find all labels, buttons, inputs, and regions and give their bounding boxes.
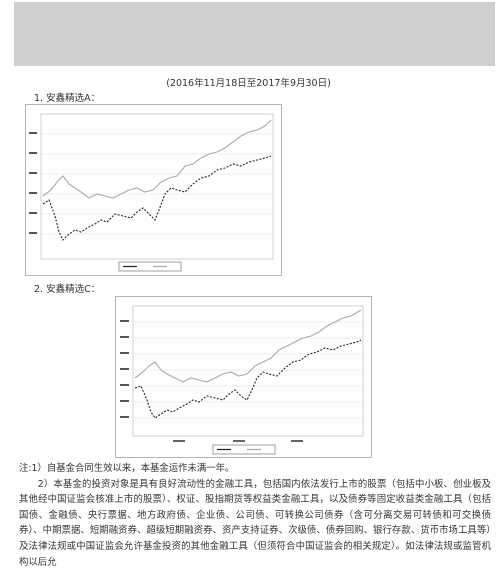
note-2: 2）本基金的投资对象是具有良好流动性的金融工具，包括国内依法发行上市的股票（包括… [19, 478, 491, 568]
chart-a-figure [25, 104, 282, 276]
chart-c-figure [115, 296, 372, 458]
section-title-c: 2. 安鑫精选C： [34, 284, 101, 295]
chart-a-benchmark-line [42, 119, 272, 199]
chart-a-fund-line [42, 155, 272, 241]
chart-c-legend [212, 444, 276, 455]
chart-c-gridlines [133, 321, 363, 419]
chart-a [25, 104, 282, 276]
report-period: (2016年11月18日至2017年9月30日) [166, 78, 331, 89]
chart-c [115, 296, 372, 458]
header-band [14, 2, 495, 66]
chart-a-plot-area [40, 113, 274, 260]
chart-c-benchmark-line [134, 309, 362, 383]
chart-a-legend [118, 261, 182, 272]
chart-a-y-ticks [29, 132, 37, 234]
notes-section: 注:1）自基金合同生效以来，本基金运作未满一年。 2）本基金的投资对象是具有良好… [19, 461, 491, 570]
section-title-a: 1. 安鑫精选A： [34, 93, 101, 104]
chart-c-frame [115, 296, 372, 458]
chart-c-plot-area [132, 305, 364, 437]
chart-c-x-ticks [173, 440, 303, 442]
chart-c-y-ticks [120, 320, 129, 418]
chart-c-fund-line [134, 339, 362, 419]
note-1: 注:1）自基金合同生效以来，本基金运作未满一年。 [19, 463, 235, 474]
